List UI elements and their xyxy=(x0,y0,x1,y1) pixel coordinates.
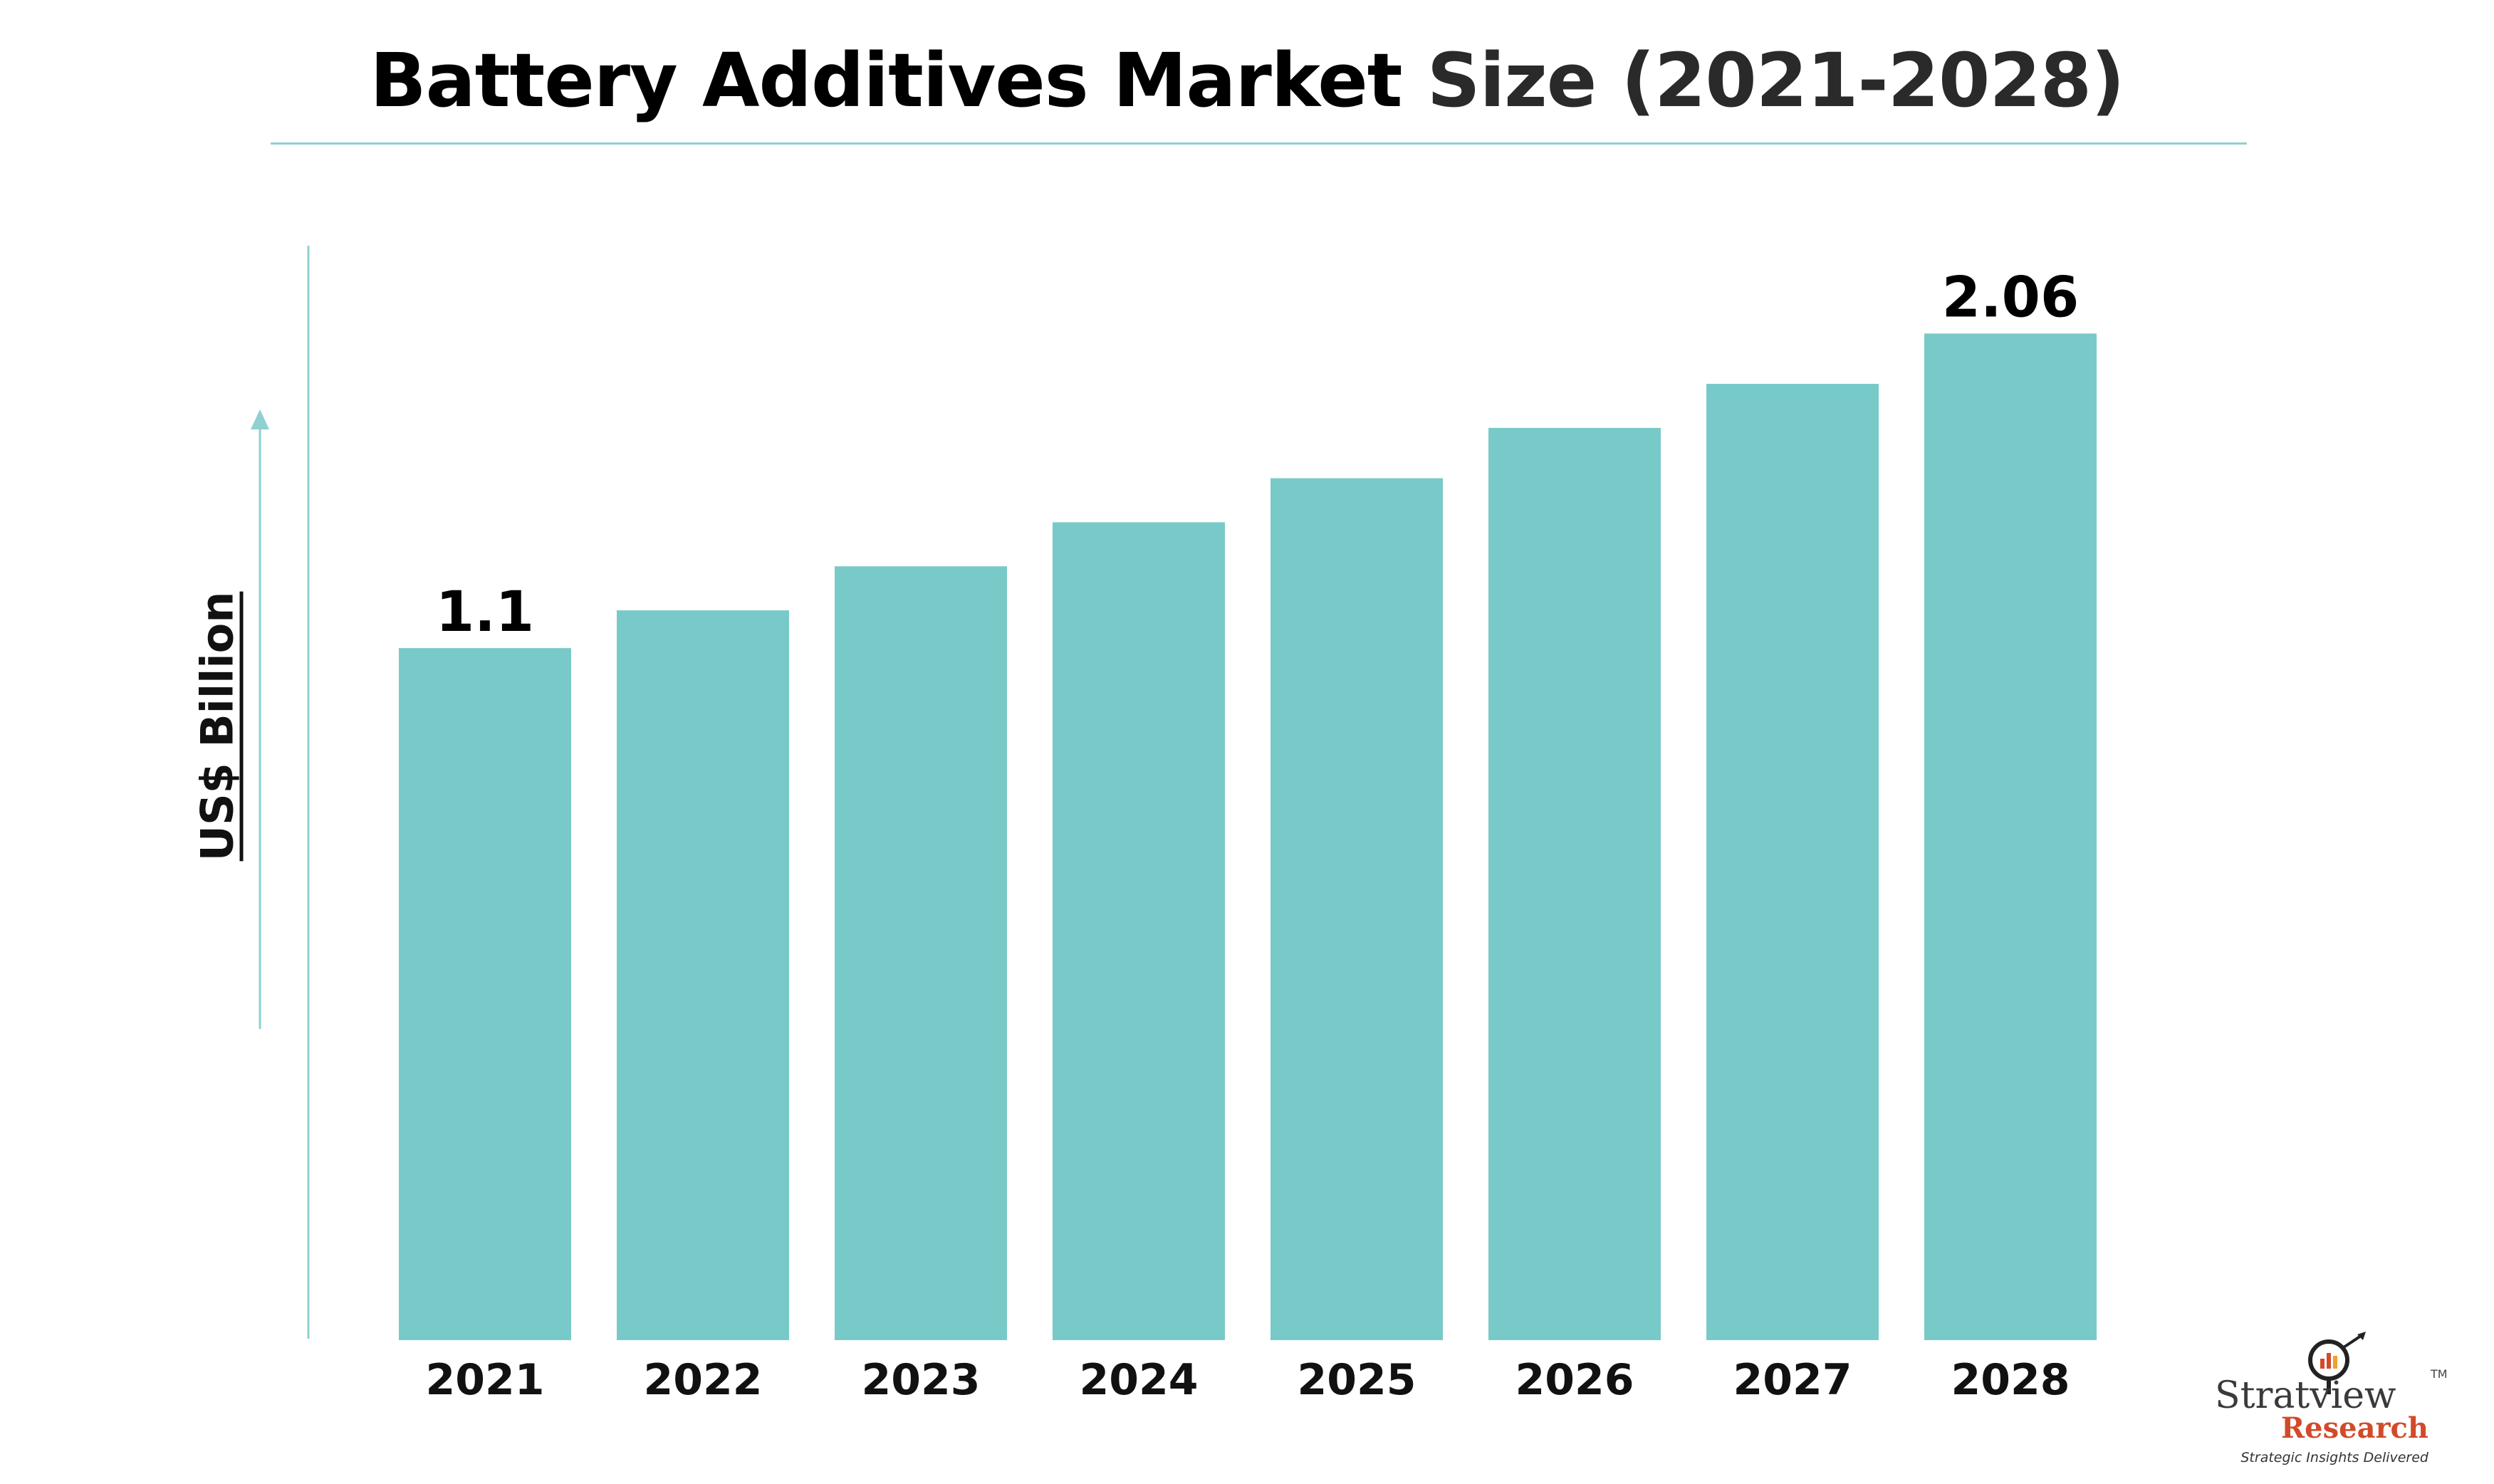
data-label-2028: 2.06 xyxy=(1942,266,2079,330)
bars-group xyxy=(399,333,2097,1341)
logo-trademark: TM xyxy=(2431,1367,2448,1381)
x-tick-2024: 2024 xyxy=(1080,1355,1199,1405)
data-labels: 1.1 2.06 xyxy=(436,266,2079,644)
x-tick-2022: 2022 xyxy=(644,1355,763,1405)
x-tick-2025: 2025 xyxy=(1298,1355,1416,1405)
x-tick-2023: 2023 xyxy=(862,1355,981,1405)
title-divider xyxy=(271,142,2247,145)
y-label-arrow-head xyxy=(251,409,269,429)
bar-2024 xyxy=(1053,522,1225,1340)
x-tick-2026: 2026 xyxy=(1515,1355,1634,1405)
chart-title-sub: Size (2021-2028) xyxy=(1426,37,2125,124)
bar-2022 xyxy=(617,610,789,1340)
magnifier-chart-icon xyxy=(2308,1332,2366,1394)
stratview-logo: Stratview TM Research Strategic Insights… xyxy=(2193,1332,2450,1474)
chart-title: Battery Additives Market Size (2021-2028… xyxy=(0,37,2494,124)
logo-brand: Stratview xyxy=(2215,1374,2396,1417)
data-label-2021: 1.1 xyxy=(436,580,534,644)
bar-2028 xyxy=(1924,333,2097,1341)
logo-tagline: Strategic Insights Delivered xyxy=(2240,1450,2428,1465)
x-tick-2021: 2021 xyxy=(426,1355,545,1405)
x-tick-2027: 2027 xyxy=(1733,1355,1852,1405)
chart-title-main: Battery Additives Market xyxy=(370,37,1402,124)
x-tick-2028: 2028 xyxy=(1951,1355,2070,1405)
bar-2023 xyxy=(835,566,1007,1341)
bar-2021 xyxy=(399,648,571,1340)
bar-2026 xyxy=(1488,427,1661,1340)
logo-research: Research xyxy=(2280,1411,2428,1445)
y-axis-label: US$ Billion xyxy=(191,591,244,862)
x-tick-labels: 2021 2022 2023 2024 2025 2026 2027 2028 xyxy=(426,1355,2070,1405)
bar-2025 xyxy=(1271,478,1443,1340)
bar-2027 xyxy=(1706,384,1879,1340)
